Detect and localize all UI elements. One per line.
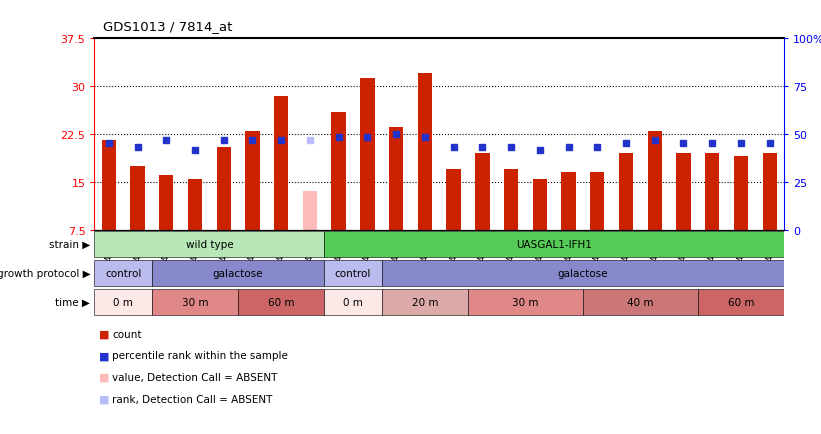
Bar [131, 166, 144, 230]
Text: 20 m: 20 m [411, 297, 438, 307]
Text: 30 m: 30 m [512, 297, 539, 307]
FancyBboxPatch shape [152, 289, 238, 315]
Text: ■: ■ [99, 329, 109, 339]
Text: 0 m: 0 m [113, 297, 133, 307]
Text: GDS1013 / 7814_at: GDS1013 / 7814_at [103, 20, 232, 33]
Text: 30 m: 30 m [181, 297, 209, 307]
Text: wild type: wild type [186, 239, 233, 249]
Bar [245, 132, 259, 230]
Text: galactose: galactose [557, 268, 608, 278]
Bar [619, 154, 633, 230]
Bar [447, 170, 461, 230]
FancyBboxPatch shape [382, 260, 784, 286]
Bar [562, 173, 576, 230]
Text: percentile rank within the sample: percentile rank within the sample [112, 351, 288, 360]
Text: rank, Detection Call = ABSENT: rank, Detection Call = ABSENT [112, 394, 273, 404]
FancyBboxPatch shape [94, 231, 324, 257]
FancyBboxPatch shape [152, 260, 324, 286]
FancyBboxPatch shape [238, 289, 324, 315]
Bar [590, 173, 604, 230]
Text: ■: ■ [99, 372, 109, 382]
Bar [648, 132, 662, 230]
Bar [504, 170, 518, 230]
Text: growth protocol ▶: growth protocol ▶ [0, 268, 90, 278]
FancyBboxPatch shape [583, 289, 698, 315]
Bar [360, 79, 374, 230]
Text: galactose: galactose [213, 268, 264, 278]
Bar [274, 96, 288, 230]
FancyBboxPatch shape [324, 289, 382, 315]
Bar [188, 179, 202, 230]
FancyBboxPatch shape [698, 289, 784, 315]
Text: control: control [335, 268, 371, 278]
Bar [533, 179, 547, 230]
Bar [217, 147, 231, 230]
FancyBboxPatch shape [324, 231, 784, 257]
Bar [418, 74, 432, 230]
Text: control: control [105, 268, 141, 278]
FancyBboxPatch shape [382, 289, 468, 315]
Text: 40 m: 40 m [627, 297, 654, 307]
Text: 60 m: 60 m [268, 297, 295, 307]
Bar [734, 157, 748, 230]
FancyBboxPatch shape [468, 289, 583, 315]
Text: 0 m: 0 m [343, 297, 363, 307]
Bar [705, 154, 719, 230]
Text: strain ▶: strain ▶ [49, 239, 90, 249]
Text: count: count [112, 329, 142, 339]
FancyBboxPatch shape [94, 260, 152, 286]
FancyBboxPatch shape [94, 289, 152, 315]
FancyBboxPatch shape [324, 260, 382, 286]
Text: ■: ■ [99, 394, 109, 404]
Bar [763, 154, 777, 230]
Text: time ▶: time ▶ [56, 297, 90, 307]
Bar [102, 141, 116, 230]
Bar [159, 176, 173, 230]
Bar [303, 192, 317, 230]
Bar [332, 112, 346, 230]
Text: value, Detection Call = ABSENT: value, Detection Call = ABSENT [112, 372, 277, 382]
Bar [389, 128, 403, 230]
Bar [475, 154, 489, 230]
Text: UASGAL1-IFH1: UASGAL1-IFH1 [516, 239, 592, 249]
Text: ■: ■ [99, 351, 109, 360]
Text: 60 m: 60 m [727, 297, 754, 307]
Bar [677, 154, 690, 230]
